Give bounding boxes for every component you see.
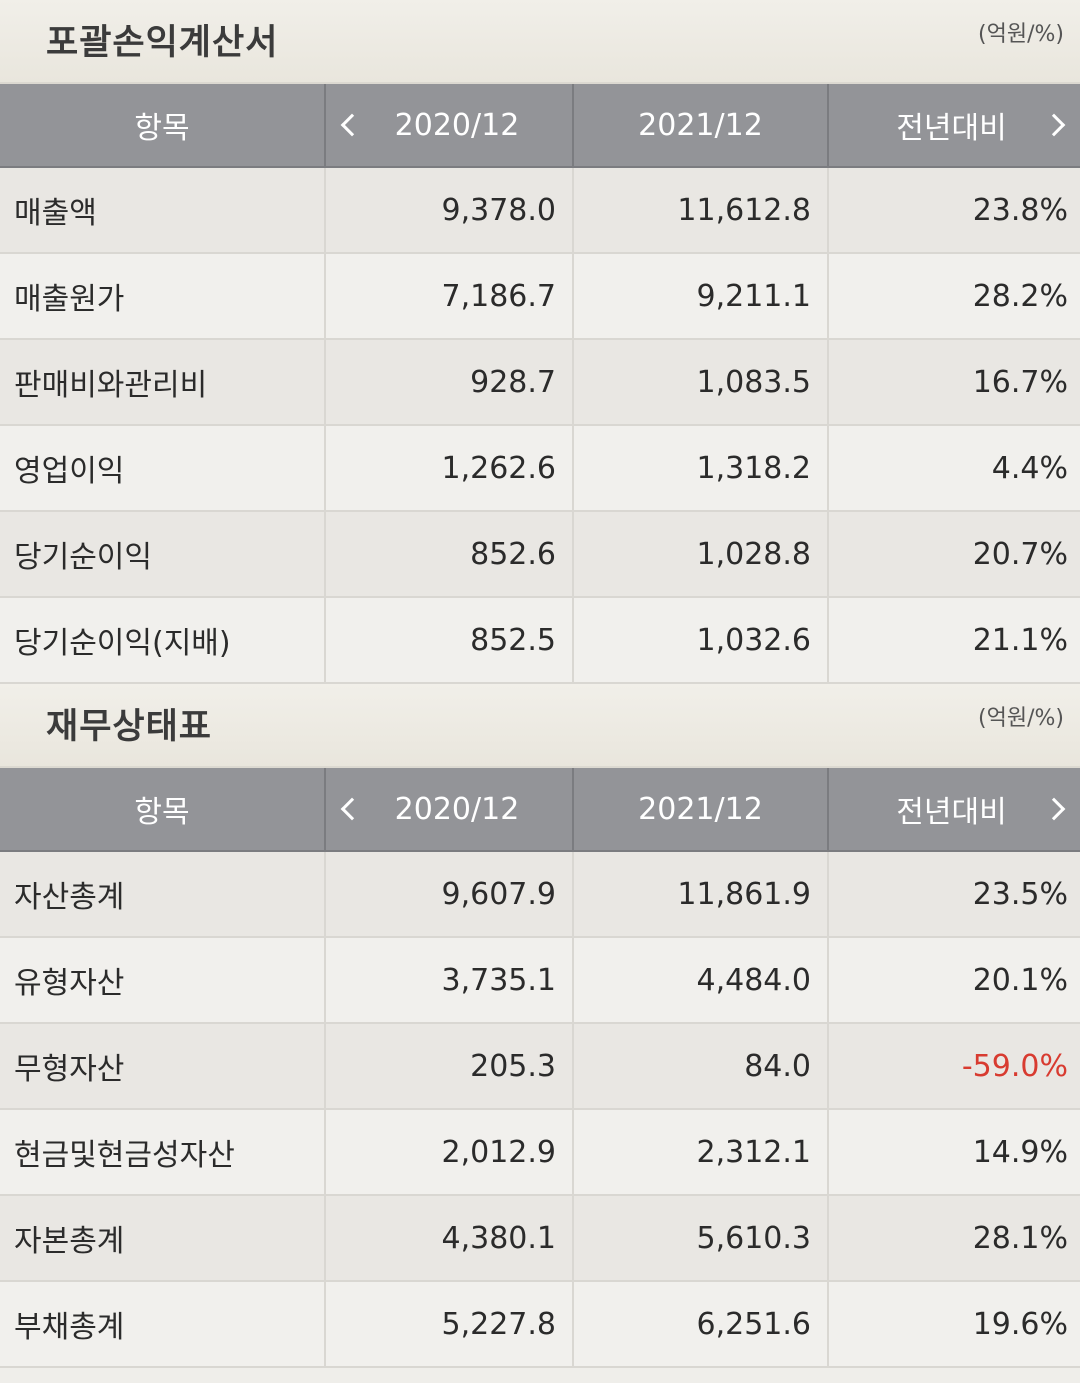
- column-header-item: 항목: [0, 768, 326, 850]
- column-header-period1: 2020/12: [326, 84, 574, 166]
- row-label: 자본총계: [0, 1196, 326, 1280]
- table-header: 항목 2020/12 2021/12 전년대비: [0, 768, 1080, 852]
- column-header-change: 전년대비: [829, 768, 1080, 850]
- value-2020: 852.5: [326, 598, 574, 682]
- column-header-item: 항목: [0, 84, 326, 166]
- column-header-period2: 2021/12: [574, 84, 829, 166]
- value-2020: 928.7: [326, 340, 574, 424]
- value-2020: 5,227.8: [326, 1282, 574, 1366]
- value-2021: 5,610.3: [574, 1196, 829, 1280]
- value-2020: 1,262.6: [326, 426, 574, 510]
- yoy-change: 23.8%: [972, 192, 1068, 228]
- value-2021: 84.0: [574, 1024, 829, 1108]
- table-row: 영업이익 1,262.6 1,318.2 4.4%: [0, 426, 1080, 512]
- row-label: 부채총계: [0, 1282, 326, 1366]
- yoy-change: 20.1%: [972, 962, 1068, 998]
- row-label: 무형자산: [0, 1024, 326, 1108]
- value-2020: 4,380.1: [326, 1196, 574, 1280]
- value-2021: 6,251.6: [574, 1282, 829, 1366]
- table-row: 유형자산 3,735.1 4,484.0 20.1%: [0, 938, 1080, 1024]
- row-label: 자산총계: [0, 852, 326, 936]
- table-row: 무형자산 205.3 84.0 -59.0%: [0, 1024, 1080, 1110]
- row-label: 판매비와관리비: [0, 340, 326, 424]
- row-label: 현금및현금성자산: [0, 1110, 326, 1194]
- table-row: 현금및현금성자산 2,012.9 2,312.1 14.9%: [0, 1110, 1080, 1196]
- column-header-period2: 2021/12: [574, 768, 829, 850]
- row-label: 매출액: [0, 168, 326, 252]
- income-statement-section: 포괄손익계산서 (억원/%) 항목 2020/12 2021/12 전년대비 매…: [0, 0, 1080, 684]
- row-label: 당기순이익(지배): [0, 598, 326, 682]
- balance-sheet-section: 재무상태표 (억원/%) 항목 2020/12 2021/12 전년대비 자산총…: [0, 684, 1080, 1368]
- value-2021: 2,312.1: [574, 1110, 829, 1194]
- table-row: 당기순이익 852.6 1,028.8 20.7%: [0, 512, 1080, 598]
- column-header-change: 전년대비: [829, 84, 1080, 166]
- value-2020: 205.3: [326, 1024, 574, 1108]
- table-row: 자본총계 4,380.1 5,610.3 28.1%: [0, 1196, 1080, 1282]
- yoy-change: 20.7%: [972, 536, 1068, 572]
- value-2020: 7,186.7: [326, 254, 574, 338]
- yoy-change: 28.1%: [972, 1220, 1068, 1256]
- value-2021: 11,612.8: [574, 168, 829, 252]
- table-row: 부채총계 5,227.8 6,251.6 19.6%: [0, 1282, 1080, 1368]
- column-header-period1: 2020/12: [326, 768, 574, 850]
- table-row: 판매비와관리비 928.7 1,083.5 16.7%: [0, 340, 1080, 426]
- section-title: 재무상태표: [46, 707, 213, 747]
- yoy-change: 23.5%: [972, 876, 1068, 912]
- row-label: 당기순이익: [0, 512, 326, 596]
- yoy-change: 14.9%: [972, 1134, 1068, 1170]
- row-label: 유형자산: [0, 938, 326, 1022]
- value-2021: 11,861.9: [574, 852, 829, 936]
- section-title: 포괄손익계산서: [46, 23, 279, 63]
- income-table-body: 매출액 9,378.0 11,612.8 23.8% 매출원가 7,186.7 …: [0, 168, 1080, 684]
- value-2021: 9,211.1: [574, 254, 829, 338]
- table-row: 자산총계 9,607.9 11,861.9 23.5%: [0, 852, 1080, 938]
- chevron-right-icon[interactable]: [1042, 113, 1066, 137]
- yoy-change: 19.6%: [972, 1306, 1068, 1342]
- yoy-change: 4.4%: [991, 450, 1068, 486]
- yoy-change: 28.2%: [972, 278, 1068, 314]
- value-2021: 1,318.2: [574, 426, 829, 510]
- value-2021: 1,083.5: [574, 340, 829, 424]
- chevron-left-icon[interactable]: [340, 113, 364, 137]
- value-2020: 3,735.1: [326, 938, 574, 1022]
- income-statement-header: 포괄손익계산서 (억원/%): [0, 0, 1080, 84]
- balance-sheet-header: 재무상태표 (억원/%): [0, 684, 1080, 768]
- value-2021: 4,484.0: [574, 938, 829, 1022]
- unit-label: (억원/%): [978, 706, 1064, 731]
- balance-table-body: 자산총계 9,607.9 11,861.9 23.5% 유형자산 3,735.1…: [0, 852, 1080, 1368]
- value-2021: 1,032.6: [574, 598, 829, 682]
- value-2021: 1,028.8: [574, 512, 829, 596]
- chevron-left-icon[interactable]: [340, 797, 364, 821]
- value-2020: 9,378.0: [326, 168, 574, 252]
- row-label: 매출원가: [0, 254, 326, 338]
- table-header: 항목 2020/12 2021/12 전년대비: [0, 84, 1080, 168]
- unit-label: (억원/%): [978, 22, 1064, 47]
- yoy-change-negative: -59.0%: [961, 1048, 1068, 1084]
- yoy-change: 21.1%: [972, 622, 1068, 658]
- table-row: 매출액 9,378.0 11,612.8 23.8%: [0, 168, 1080, 254]
- chevron-right-icon[interactable]: [1042, 797, 1066, 821]
- yoy-change: 16.7%: [972, 364, 1068, 400]
- value-2020: 9,607.9: [326, 852, 574, 936]
- value-2020: 2,012.9: [326, 1110, 574, 1194]
- table-row: 매출원가 7,186.7 9,211.1 28.2%: [0, 254, 1080, 340]
- row-label: 영업이익: [0, 426, 326, 510]
- table-row: 당기순이익(지배) 852.5 1,032.6 21.1%: [0, 598, 1080, 684]
- value-2020: 852.6: [326, 512, 574, 596]
